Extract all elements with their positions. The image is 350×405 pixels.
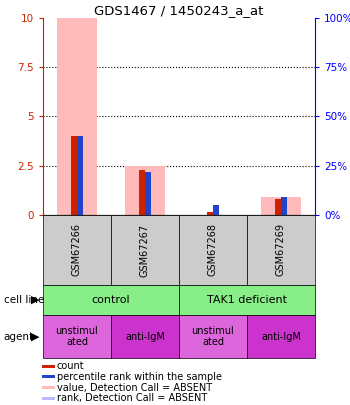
Bar <box>42 365 55 368</box>
Bar <box>247 215 315 285</box>
Bar <box>207 212 214 215</box>
Bar <box>261 197 301 215</box>
Text: anti-IgM: anti-IgM <box>125 332 165 341</box>
Bar <box>111 315 179 358</box>
Text: anti-IgM: anti-IgM <box>261 332 301 341</box>
Bar <box>281 197 287 215</box>
Bar <box>179 315 247 358</box>
Bar <box>139 170 145 215</box>
Text: GSM67268: GSM67268 <box>208 224 218 277</box>
Text: value, Detection Call = ABSENT: value, Detection Call = ABSENT <box>57 383 212 392</box>
Bar <box>42 375 55 378</box>
Bar <box>247 315 315 358</box>
Bar <box>145 172 151 215</box>
Bar <box>43 315 111 358</box>
Bar <box>179 215 247 285</box>
Bar <box>71 136 77 215</box>
Text: control: control <box>92 295 130 305</box>
Bar <box>43 215 111 285</box>
Text: TAK1 deficient: TAK1 deficient <box>207 295 287 305</box>
Title: GDS1467 / 1450243_a_at: GDS1467 / 1450243_a_at <box>94 4 264 17</box>
Text: count: count <box>57 361 84 371</box>
Text: ▶: ▶ <box>31 295 40 305</box>
Bar <box>179 285 315 315</box>
Bar <box>43 285 179 315</box>
Bar <box>42 386 55 389</box>
Bar <box>275 199 281 215</box>
Text: unstimul
ated: unstimul ated <box>192 326 234 347</box>
Text: ▶: ▶ <box>31 332 40 341</box>
Text: percentile rank within the sample: percentile rank within the sample <box>57 372 222 382</box>
Text: rank, Detection Call = ABSENT: rank, Detection Call = ABSENT <box>57 393 207 403</box>
Text: GSM67267: GSM67267 <box>140 224 150 277</box>
Text: GSM67266: GSM67266 <box>72 224 82 277</box>
Text: agent: agent <box>4 332 34 341</box>
Bar <box>125 166 166 215</box>
Bar <box>42 397 55 400</box>
Bar <box>77 136 83 215</box>
Bar <box>111 215 179 285</box>
Text: cell line: cell line <box>4 295 44 305</box>
Text: unstimul
ated: unstimul ated <box>56 326 98 347</box>
Bar <box>213 205 219 215</box>
Bar <box>57 18 97 215</box>
Text: GSM67269: GSM67269 <box>276 224 286 277</box>
